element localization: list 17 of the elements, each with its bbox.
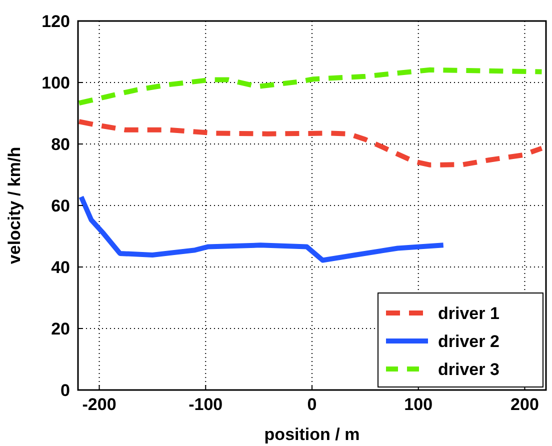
x-tick-label: -200 (82, 395, 116, 414)
legend-label: driver 1 (438, 304, 500, 323)
x-tick-label: 0 (307, 395, 317, 414)
y-tick-label: 120 (42, 12, 70, 31)
x-tick-label: 200 (510, 395, 539, 414)
x-axis-title: position / m (264, 425, 360, 444)
y-tick-label: 40 (51, 258, 70, 277)
y-tick-label: 80 (51, 134, 70, 154)
y-tick-label: 60 (51, 196, 70, 216)
y-axis-title: velocity / km/h (5, 146, 24, 264)
y-tick-label: 20 (51, 319, 70, 338)
x-tick-label: -100 (188, 395, 223, 414)
legend-label: driver 3 (438, 360, 500, 379)
legend-label: driver 2 (438, 332, 500, 351)
x-tick-label: 100 (404, 395, 433, 414)
y-tick-label: 100 (42, 73, 70, 92)
y-tick-label: 0 (60, 380, 70, 400)
